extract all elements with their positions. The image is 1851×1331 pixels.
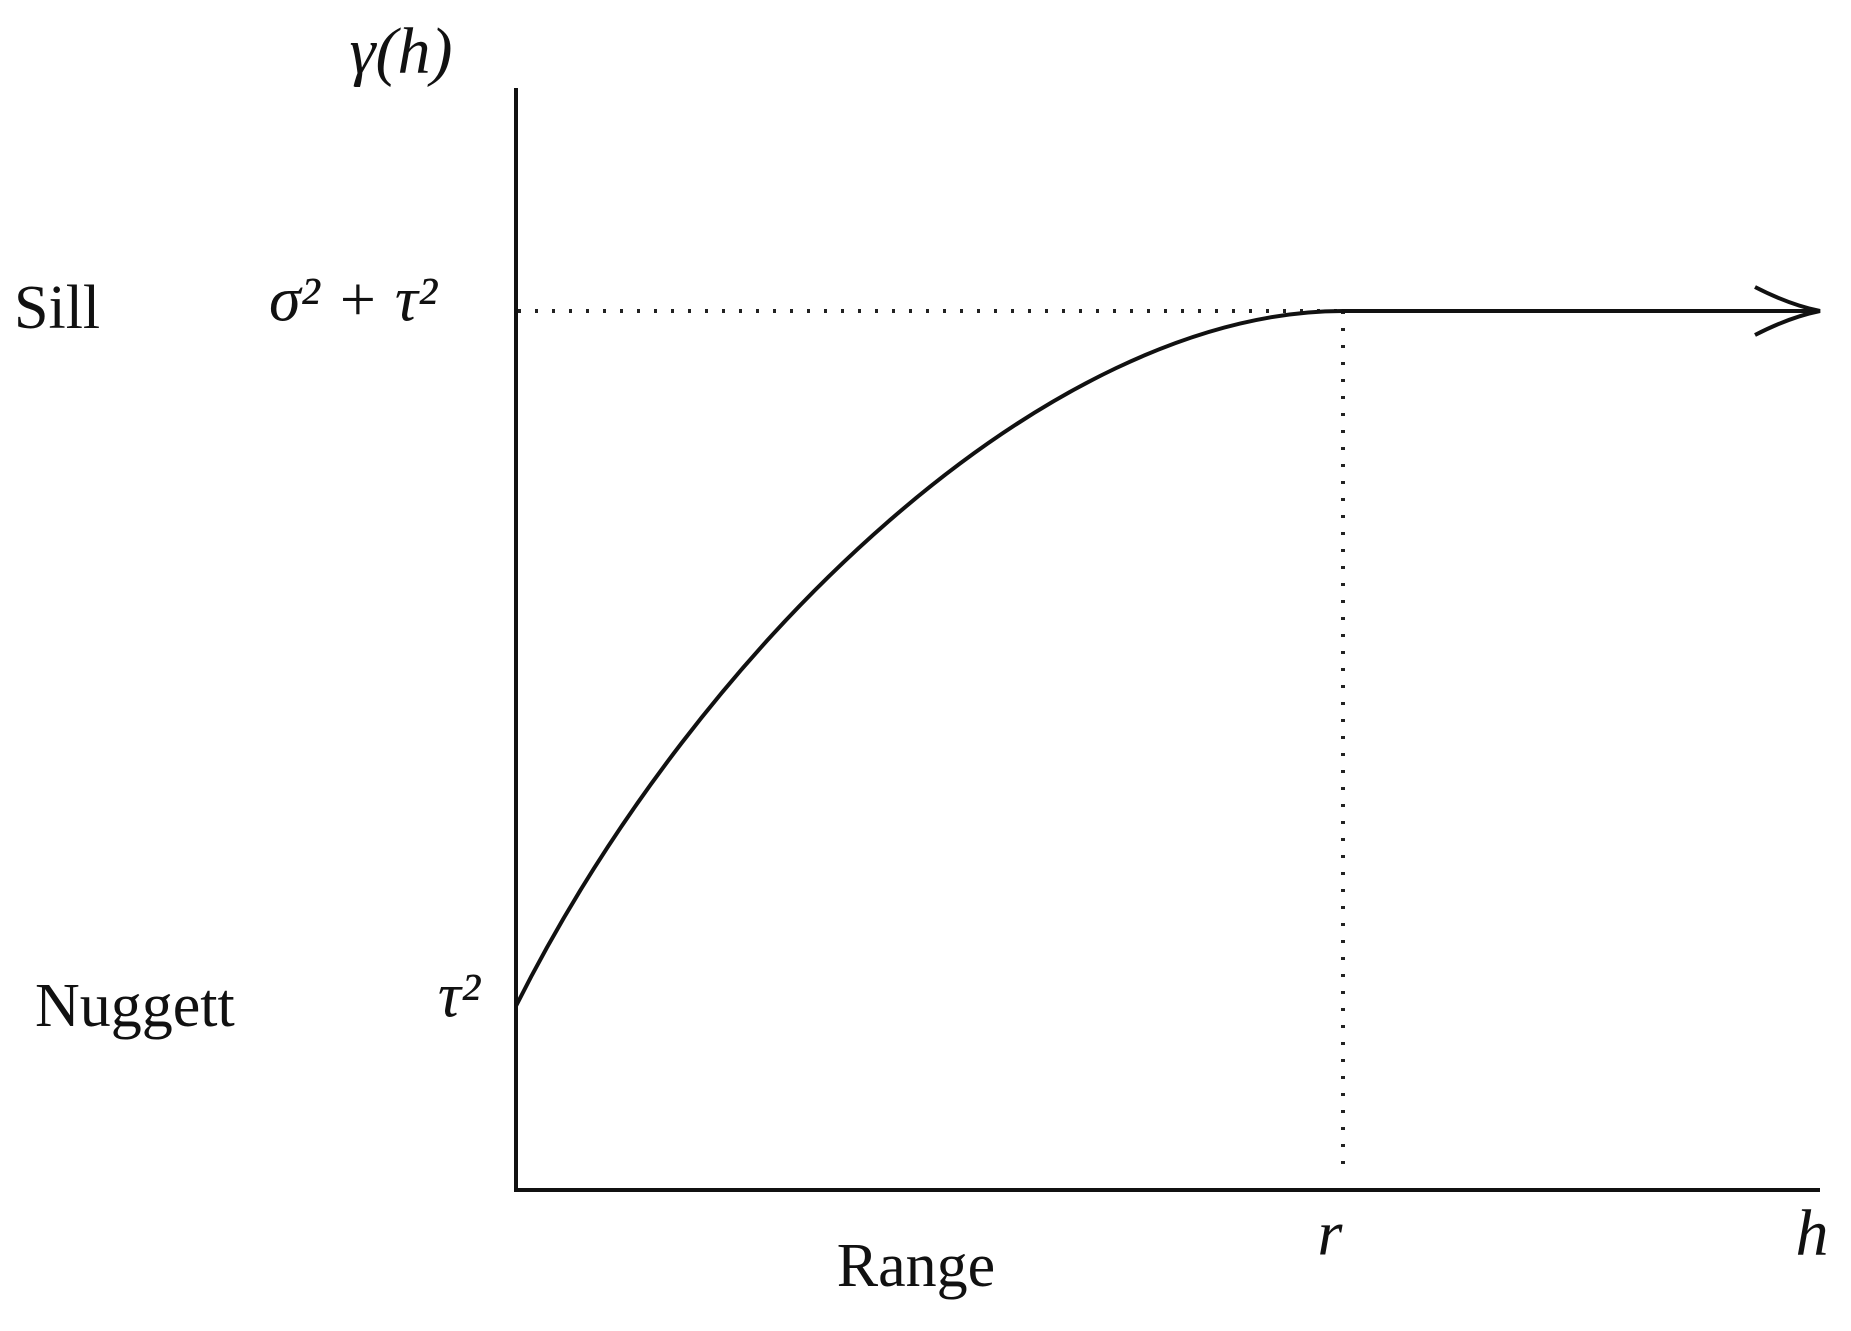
- x-axis-label: h: [1796, 1197, 1829, 1270]
- nugget-label: Nuggett: [35, 972, 235, 1040]
- range-value: r: [1318, 1198, 1344, 1269]
- range-label: Range: [837, 1232, 995, 1300]
- y-axis-label: γ(h): [350, 15, 453, 88]
- arrow-head: [1754, 285, 1821, 337]
- sill-value: σ² + τ²: [269, 264, 439, 335]
- variogram-curve: [514, 309, 1344, 1007]
- sill-label: Sill: [14, 274, 100, 342]
- nugget-value: τ²: [438, 960, 482, 1031]
